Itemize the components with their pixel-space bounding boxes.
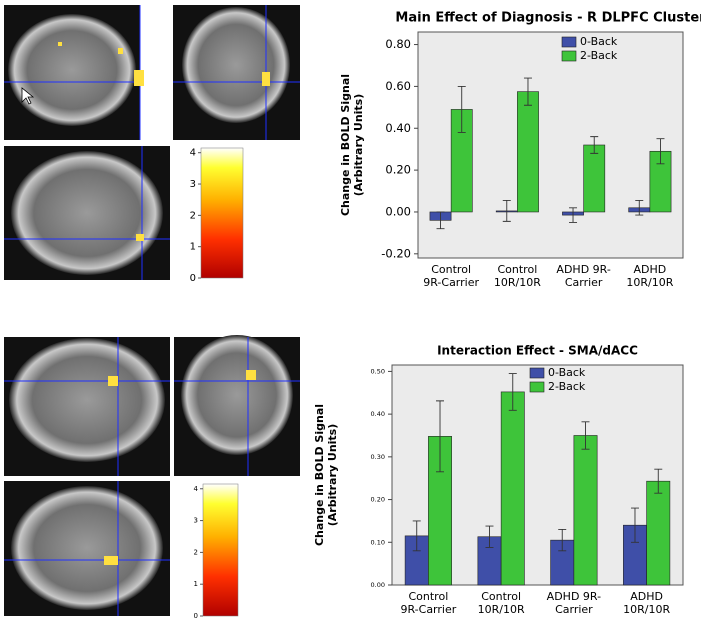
error-bar <box>569 207 578 223</box>
chart-title: Interaction Effect - SMA/dACC <box>437 344 638 358</box>
x-tick-label: Control <box>408 590 448 603</box>
colorbar-tick-label: 2 <box>190 210 196 221</box>
x-tick-label: 10R/10R <box>494 276 541 289</box>
colorbar-tick-label: 4 <box>194 485 199 493</box>
y-tick-label: 0.20 <box>371 496 385 504</box>
y-tick-label: -0.20 <box>381 246 411 260</box>
x-tick-label: 10R/10R <box>626 276 673 289</box>
y-tick-label: 0.40 <box>385 121 411 135</box>
y-tick-label: 0.80 <box>385 37 411 51</box>
y-tick-label: 0.50 <box>371 367 385 375</box>
legend-swatch <box>529 381 545 393</box>
colorbar-tick-label: 1 <box>194 580 198 588</box>
x-tick-label: ADHD 9R- <box>547 590 601 603</box>
x-tick-label: 10R/10R <box>478 603 525 616</box>
error-bar <box>457 85 466 133</box>
y-axis-label: Change in BOLD Signal <box>313 404 326 546</box>
y-tick-label: 0.40 <box>371 410 385 418</box>
x-tick-label: 10R/10R <box>623 603 670 616</box>
x-tick-label: ADHD <box>634 263 667 276</box>
colorbar <box>202 483 239 617</box>
y-tick-label: 0.30 <box>371 453 385 461</box>
x-tick-label: 9R-Carrier <box>400 603 456 616</box>
error-bar <box>630 507 639 543</box>
bar <box>646 480 671 586</box>
colorbar-tick-label: 4 <box>190 148 196 159</box>
bar <box>573 435 598 586</box>
error-bar <box>412 520 421 552</box>
y-axis-label: (Arbitrary Units) <box>326 424 339 527</box>
y-axis-label: (Arbitrary Units) <box>352 94 365 197</box>
colorbar-tick-label: 3 <box>190 179 196 190</box>
error-bar <box>502 200 511 222</box>
y-tick-label: 0.60 <box>385 79 411 93</box>
x-tick-label: Carrier <box>555 603 593 616</box>
x-tick-label: ADHD 9R- <box>556 263 610 276</box>
error-bar <box>656 138 665 165</box>
brain-panels <box>4 5 300 616</box>
x-tick-label: Control <box>481 590 521 603</box>
x-tick-label: ADHD <box>630 590 663 603</box>
error-bar <box>590 136 599 154</box>
x-tick-label: 9R-Carrier <box>423 276 479 289</box>
error-bar <box>581 421 590 450</box>
colorbar-tick-label: 0 <box>190 273 196 284</box>
legend-swatch <box>561 36 577 48</box>
error-bar <box>654 468 663 494</box>
error-bar <box>485 525 494 548</box>
colorbar-tick-label: 1 <box>190 242 196 253</box>
error-bar <box>436 211 445 230</box>
colorbar-tick-label: 2 <box>194 548 198 556</box>
legend-label: 2-Back <box>548 380 586 393</box>
error-bar <box>558 529 567 552</box>
y-tick-label: 0.00 <box>385 204 411 218</box>
colorbar <box>200 147 244 279</box>
legend-label: 2-Back <box>580 49 618 62</box>
y-axis-label: Change in BOLD Signal <box>339 74 352 216</box>
legend-swatch <box>561 50 577 62</box>
error-bar <box>523 77 532 106</box>
legend-swatch <box>529 367 545 379</box>
bar <box>583 144 606 213</box>
legend-label: 0-Back <box>548 366 586 379</box>
y-tick-label: 0.10 <box>371 538 385 546</box>
x-tick-label: Carrier <box>565 276 603 289</box>
colorbar-tick-label: 0 <box>194 612 198 620</box>
error-bar <box>436 400 445 473</box>
error-bar <box>635 200 644 216</box>
y-tick-label: 0.20 <box>385 163 411 177</box>
y-tick-label: 0.00 <box>371 581 385 589</box>
error-bar <box>508 373 517 411</box>
legend-label: 0-Back <box>580 35 618 48</box>
bar <box>517 91 539 213</box>
chart-title: Main Effect of Diagnosis - R DLPFC Clust… <box>395 11 701 26</box>
colorbar-tick-label: 3 <box>194 517 198 525</box>
bar <box>500 391 525 586</box>
x-tick-label: Control <box>431 263 471 276</box>
x-tick-label: Control <box>497 263 537 276</box>
